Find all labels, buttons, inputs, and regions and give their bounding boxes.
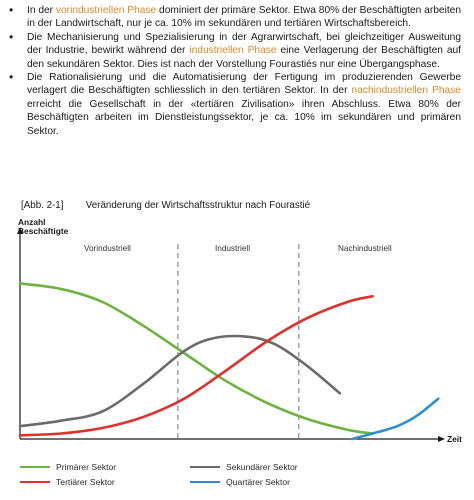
bullet-text-part: dominiert der primäre Sektor. Etwa 80% d… <box>27 5 462 30</box>
y-axis-arrow <box>17 227 23 234</box>
legend-item: Quartärer Sektor <box>190 477 290 487</box>
series-line-quartaerer-sektor <box>350 397 440 441</box>
bullet-marker: • <box>9 29 14 44</box>
phase-highlight: vorindustriellen Phase <box>55 5 157 16</box>
legend-label: Sekundärer Sektor <box>226 462 298 472</box>
phase-label: Nachindustriell <box>338 244 392 253</box>
series-line-primaerer-sektor <box>18 282 374 435</box>
phase-label: Vorindustriell <box>84 244 131 253</box>
bullet-text-part: erreicht die Gesellschaft in der «tertiä… <box>27 98 461 137</box>
bullet-list: • In der vorindustriellen Phase dominiert… <box>9 3 461 138</box>
series-line-tertiaerer-sektor <box>18 294 374 437</box>
bullet-text: Die Mechanisierung und Spezialisierung i… <box>27 31 461 71</box>
figure-caption: [Abb. 2-1] Veränderung der Wirtschaftsst… <box>21 200 310 211</box>
bullet-text-part: Die Mechanisierung und Spezialisierung i… <box>27 31 461 57</box>
phase-highlight: industriellen Phase <box>189 45 277 57</box>
x-axis-arrow <box>438 436 445 442</box>
figure-number: [Abb. 2-1] <box>21 200 64 211</box>
legend-swatch <box>20 465 50 469</box>
bullet-item: • In der vorindustriellen Phase dominiert… <box>9 3 461 31</box>
legend-swatch <box>190 465 220 469</box>
legend-label: Quartärer Sektor <box>226 477 290 487</box>
phase-label: Industriell <box>215 244 250 253</box>
y-axis-label: Anzahl <box>18 218 45 227</box>
legend-label: Tertiärer Sektor <box>56 477 115 487</box>
bullet-text-part: Die Rationalisierung und die Automatisie… <box>27 72 461 97</box>
legend-item: Primärer Sektor <box>20 462 116 472</box>
phase-highlight: nachindustriellen Phase <box>351 85 461 97</box>
figure-title: Veränderung der Wirtschaftsstruktur nach… <box>85 200 311 211</box>
x-axis-label: Zeit <box>447 434 462 444</box>
bullet-text-part: In der <box>27 5 56 16</box>
series-line-sekundaerer-sektor <box>18 334 342 428</box>
legend-item: Tertiärer Sektor <box>20 477 115 487</box>
bullet-text: In der vorindustriellen Phase dominiert … <box>27 4 461 31</box>
bullet-item: • Die Rationalisierung und die Automatisi… <box>9 70 461 138</box>
bullet-text: Die Rationalisierung und die Automatisie… <box>27 71 461 138</box>
bullet-text-part: eine Verlagerung der Beschäftigten auf d… <box>27 45 461 70</box>
bullet-marker: • <box>9 3 14 17</box>
bullet-marker: • <box>9 70 14 85</box>
legend-swatch <box>190 480 220 484</box>
legend-swatch <box>20 480 50 484</box>
bullet-item: • Die Mechanisierung und Spezialisierung … <box>9 29 461 71</box>
y-axis-label: Beschäftigte <box>18 226 69 236</box>
legend-item: Sekundärer Sektor <box>190 462 298 472</box>
legend-label: Primärer Sektor <box>56 462 117 472</box>
